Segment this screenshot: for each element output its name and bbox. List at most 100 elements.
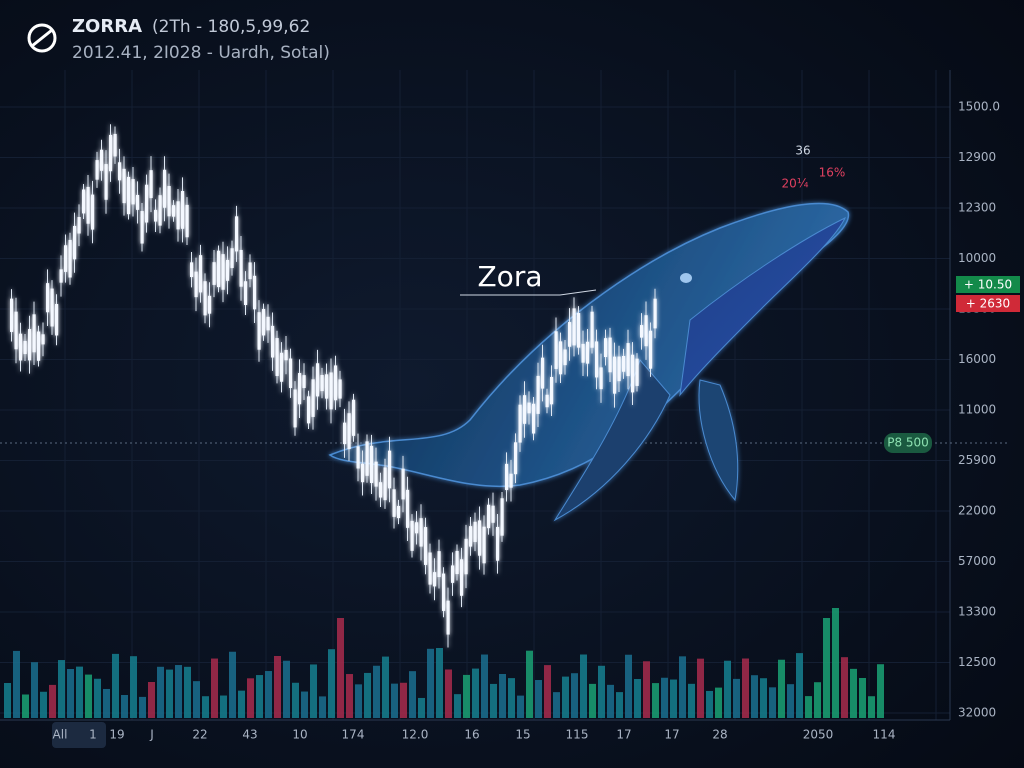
volume-bar (139, 696, 146, 718)
volume-bar (445, 669, 452, 718)
candle-body (599, 367, 603, 390)
candle-body (113, 133, 117, 157)
candle-body (104, 164, 108, 200)
candle-body (455, 550, 459, 575)
candle-body (586, 341, 590, 364)
candle-body (415, 522, 419, 534)
volume-bar (706, 690, 713, 718)
volume-bar (175, 665, 182, 718)
candle-body (644, 315, 648, 347)
volume-bar (472, 668, 479, 718)
candle-body (392, 489, 396, 517)
volume-bar (58, 660, 65, 718)
volume-bar (697, 658, 704, 718)
quote: (2Th - 180,5,99,62 (152, 17, 310, 37)
volume-bar (607, 684, 614, 718)
volume-bar (382, 656, 389, 718)
candle-body (275, 338, 279, 376)
volume-bar (85, 674, 92, 718)
candle-body (559, 341, 563, 375)
volume-bar (346, 674, 353, 718)
candle-body (235, 216, 239, 252)
candle-body (631, 354, 635, 393)
time-label: 17 (664, 728, 679, 742)
volume-bar (409, 671, 416, 718)
volume-bar (418, 697, 425, 718)
header: ZORRA (2Th - 180,5,99,62 2012.41, 2I028 … (27, 16, 330, 63)
candle-body (73, 225, 77, 260)
volume-bar (598, 665, 605, 718)
volume-bar (193, 681, 200, 718)
candle-body (608, 337, 612, 373)
volume-bar (328, 649, 335, 718)
details: 2012.41, 2I028 - Uardh, Sotal) (72, 43, 330, 63)
candle-body (554, 331, 558, 369)
candle-body (617, 356, 621, 382)
candle-body (352, 399, 356, 436)
volume-bar (868, 696, 875, 718)
candle-body (163, 169, 167, 208)
candle-body (140, 211, 144, 244)
price-label: 12300 (958, 201, 996, 215)
candle-body (311, 379, 315, 417)
volume-bar (616, 692, 623, 718)
candle-body (550, 376, 554, 405)
candle-body (149, 170, 153, 199)
candle-body (253, 275, 257, 310)
volume-bar (94, 678, 101, 718)
candle-body (28, 329, 32, 361)
volume-bar (166, 669, 173, 718)
volume-bar (13, 650, 20, 718)
candle-body (410, 520, 414, 551)
time-label: J (149, 728, 154, 742)
volume-bar (814, 682, 821, 718)
badge-up (956, 276, 1020, 293)
range-button[interactable] (52, 722, 106, 748)
volume-bar (832, 608, 839, 718)
volume-bar (544, 665, 551, 718)
time-label: 174 (342, 728, 365, 742)
volume-bar (634, 679, 641, 718)
time-label: 28 (712, 728, 727, 742)
volume-bar (229, 651, 236, 718)
price-label: 12500 (958, 655, 996, 669)
volume-bar (643, 661, 650, 718)
candle-body (221, 254, 225, 290)
volume-bar (148, 681, 155, 718)
volume-bar (355, 684, 362, 718)
volume-bar (391, 683, 398, 718)
candle-body (613, 356, 617, 394)
candle-body (626, 343, 630, 377)
volume-bar (679, 656, 686, 718)
volume-bar (301, 691, 308, 718)
volume-bar (724, 660, 731, 718)
badge-down-text: + 2630 (966, 297, 1010, 311)
candle-body (122, 168, 126, 204)
candle-body (514, 442, 518, 475)
price-label: 25900 (958, 453, 996, 467)
volume-bar (76, 666, 83, 718)
volume-bar (436, 648, 443, 718)
volume-bar (490, 683, 497, 718)
volume-bar (364, 672, 371, 718)
candle-body (464, 538, 468, 575)
candle-body (388, 450, 392, 489)
candle-body (176, 201, 180, 230)
volume-bar (49, 684, 56, 718)
candle-body (370, 445, 374, 483)
time-label: 16 (464, 728, 479, 742)
candle-body (19, 333, 23, 361)
candle-body (239, 249, 243, 287)
volume-bar (877, 664, 884, 718)
candle-body (343, 422, 347, 445)
time-label: 22 (192, 728, 207, 742)
candle-body (478, 520, 482, 556)
time-label: All (53, 728, 68, 742)
candle-body (451, 565, 455, 583)
candle-body (509, 473, 513, 488)
volume-bar (625, 654, 632, 718)
price-label: 1500.0 (958, 100, 1000, 114)
candle-body (505, 463, 509, 491)
candle-body (302, 375, 306, 389)
